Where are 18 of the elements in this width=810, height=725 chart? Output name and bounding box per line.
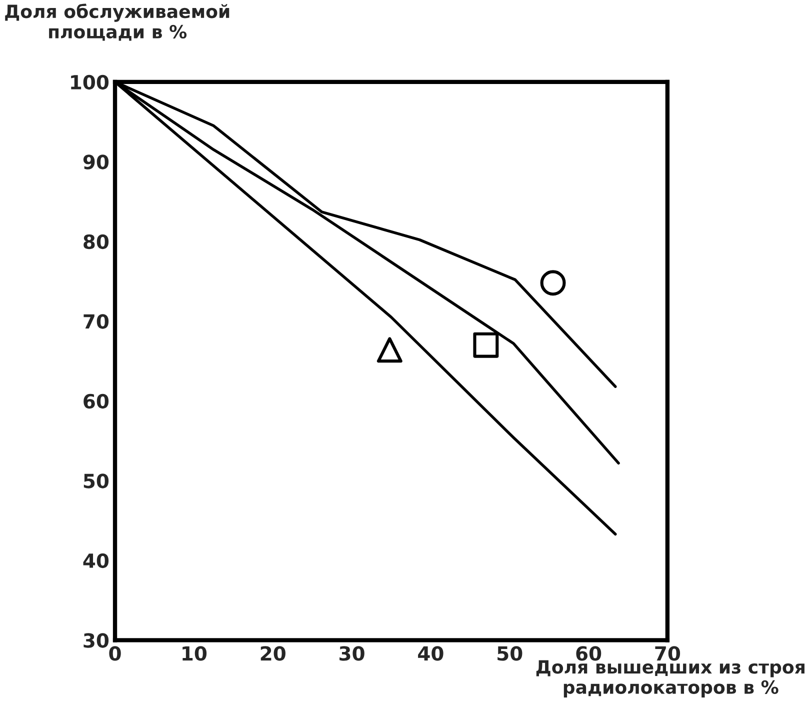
- y-tick-label: 40: [83, 553, 109, 568]
- x-tick-label: 10: [182, 646, 207, 661]
- x-tick-label: 50: [498, 646, 522, 661]
- y-tick-label: 30: [84, 633, 109, 648]
- y-tick-label: 80: [84, 234, 109, 250]
- x-tick-label: 40: [418, 646, 444, 661]
- y-tick-label: 100: [71, 74, 109, 90]
- x-axis-title: Доля вышедших из строя радиолокаторов в %: [536, 660, 804, 698]
- x-tick-label: 30: [340, 646, 364, 661]
- x-tick-label: 70: [655, 646, 680, 661]
- y-tick-label: 50: [84, 474, 109, 488]
- y-tick-label: 60: [84, 394, 109, 409]
- x-tick-label: 20: [260, 646, 286, 661]
- y-axis-title: Доля обслуживаемой площади в %: [5, 4, 230, 41]
- x-tick-label: 60: [576, 646, 602, 661]
- y-tick-label: 90: [83, 154, 109, 170]
- y-tick-label: 70: [84, 314, 109, 329]
- x-tick-label: 0: [109, 646, 121, 661]
